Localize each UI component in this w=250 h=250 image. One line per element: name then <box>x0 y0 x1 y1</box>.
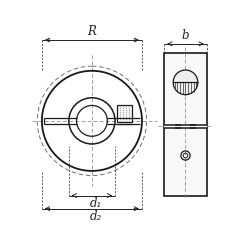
Text: d₂: d₂ <box>90 210 102 223</box>
Bar <box>164 125 207 128</box>
Text: d₁: d₁ <box>90 197 102 210</box>
Text: R: R <box>88 26 96 38</box>
Bar <box>116 105 132 122</box>
Text: b: b <box>182 29 189 42</box>
Bar <box>164 53 207 196</box>
Circle shape <box>173 70 198 95</box>
